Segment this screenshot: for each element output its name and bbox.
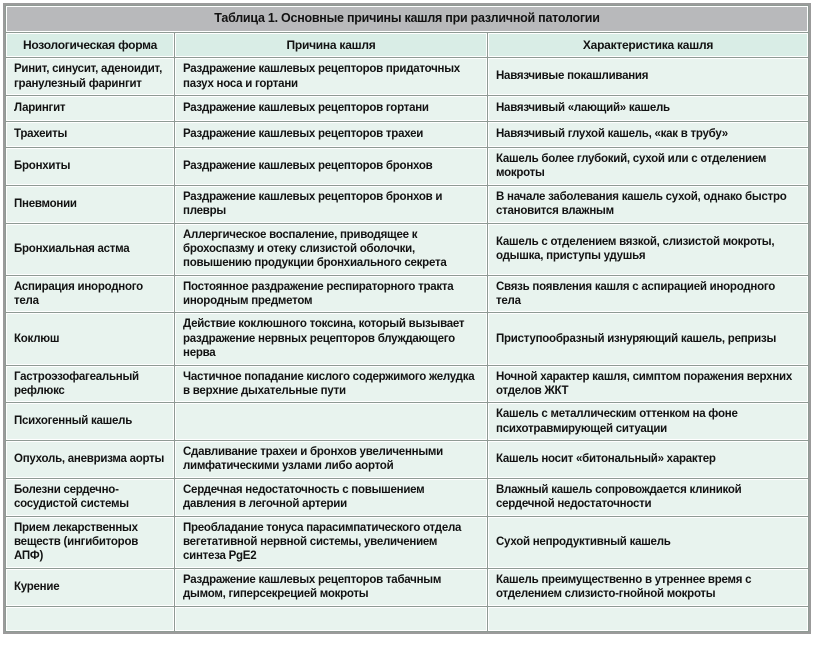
cell-nosological-form: Курение: [6, 568, 174, 606]
cell-cough-characteristic: Навязчивые покашливания: [488, 58, 808, 95]
cell-nosological-form: Пневмонии: [6, 185, 174, 223]
cell-cough-cause: Аллергическое воспаление, приводящее к б…: [175, 223, 487, 275]
cell-nosological-form: Гастроэзофагеальный рефлюкс: [6, 365, 174, 403]
cell-cough-cause: Частичное попадание кислого содержимого …: [175, 365, 487, 403]
cell-cough-characteristic: Ночной характер кашля, симптом поражения…: [488, 365, 808, 403]
cell-nosological-form: Опухоль, аневризма аорты: [6, 441, 174, 478]
cell-cough-characteristic: Кашель более глубокий, сухой или с отдел…: [488, 148, 808, 185]
cell-cough-cause: Раздражение кашлевых рецепторов бронхов …: [175, 185, 487, 223]
table-row: Гастроэзофагеальный рефлюкс Частичное поп…: [6, 365, 808, 403]
cell-cough-cause: Раздражение кашлевых рецепторов табачным…: [175, 568, 487, 606]
cell-cough-cause: Действие коклюшного токсина, который выз…: [175, 313, 487, 365]
cell-cough-characteristic: Кашель с отделением вязкой, слизистой мо…: [488, 223, 808, 275]
cell-nosological-form: Психогенный кашель: [6, 403, 174, 440]
header-row: Нозологическая форма Причина кашля Харак…: [6, 33, 808, 57]
cell-nosological-form: Ринит, синусит, аденоидит, гранулезный ф…: [6, 58, 174, 95]
cell-nosological-form: Трахеиты: [6, 122, 174, 147]
cell-cough-characteristic: Навязчивый глухой кашель, «как в трубу»: [488, 122, 808, 147]
cell-cough-characteristic: Приступообразный изнуряющий кашель, репр…: [488, 313, 808, 365]
cell-nosological-form: [6, 606, 174, 631]
table-row: Бронхиальная астма Аллергическое воспален…: [6, 223, 808, 275]
table-row: Пневмонии Раздражение кашлевых рецепторов…: [6, 185, 808, 223]
table-row: Болезни сердечно-сосудистой системы Серде…: [6, 478, 808, 516]
cell-cough-cause: Сдавливание трахеи и бронхов увеличенным…: [175, 441, 487, 478]
cell-cough-characteristic: Навязчивый «лающий» кашель: [488, 96, 808, 121]
cell-cough-characteristic: Связь появления кашля с аспирацией иноро…: [488, 275, 808, 313]
cough-causes-table: Таблица 1. Основные причины кашля при ра…: [3, 3, 811, 634]
cell-cough-cause: Раздражение кашлевых рецепторов бронхов: [175, 148, 487, 185]
cell-cough-cause: Преобладание тонуса парасимпатического о…: [175, 516, 487, 568]
cell-cough-characteristic: [488, 606, 808, 631]
table-title: Таблица 1. Основные причины кашля при ра…: [6, 6, 808, 32]
table-row-partial: [6, 606, 808, 631]
cell-nosological-form: Болезни сердечно-сосудистой системы: [6, 478, 174, 516]
cell-nosological-form: Бронхиальная астма: [6, 223, 174, 275]
table-row: Ринит, синусит, аденоидит, гранулезный ф…: [6, 58, 808, 95]
column-header-nosological-form: Нозологическая форма: [6, 33, 174, 57]
cell-cough-cause: Раздражение кашлевых рецепторов гортани: [175, 96, 487, 121]
cell-nosological-form: Ларингит: [6, 96, 174, 121]
table-row: Коклюш Действие коклюшного токсина, котор…: [6, 313, 808, 365]
cell-cough-characteristic: Кашель с металлическим оттенком на фоне …: [488, 403, 808, 440]
table-body: Ринит, синусит, аденоидит, гранулезный ф…: [6, 58, 808, 631]
cell-cough-cause: Раздражение кашлевых рецепторов трахеи: [175, 122, 487, 147]
cell-cough-cause: Сердечная недостаточность с повышением д…: [175, 478, 487, 516]
table-row: Бронхиты Раздражение кашлевых рецепторов …: [6, 148, 808, 185]
table-row: Психогенный кашель Кашель с металлическим…: [6, 403, 808, 440]
table-row: Трахеиты Раздражение кашлевых рецепторов …: [6, 122, 808, 147]
cell-cough-cause: [175, 403, 487, 440]
cell-nosological-form: Аспирация инородного тела: [6, 275, 174, 313]
cell-cough-cause: [175, 606, 487, 631]
cell-cough-characteristic: Кашель преимущественно в утреннее время …: [488, 568, 808, 606]
table-row: Курение Раздражение кашлевых рецепторов т…: [6, 568, 808, 606]
cell-nosological-form: Прием лекарственных веществ (ингибиторов…: [6, 516, 174, 568]
cell-cough-characteristic: Влажный кашель сопровождается клиникой с…: [488, 478, 808, 516]
cell-cough-characteristic: Кашель носит «битональный» характер: [488, 441, 808, 478]
cell-nosological-form: Коклюш: [6, 313, 174, 365]
cell-cough-cause: Постоянное раздражение респираторного тр…: [175, 275, 487, 313]
cell-cough-cause: Раздражение кашлевых рецепторов придаточ…: [175, 58, 487, 95]
table-row: Опухоль, аневризма аорты Сдавливание трах…: [6, 441, 808, 478]
cell-cough-characteristic: Сухой непродуктивный кашель: [488, 516, 808, 568]
cell-nosological-form: Бронхиты: [6, 148, 174, 185]
title-row: Таблица 1. Основные причины кашля при ра…: [6, 6, 808, 32]
column-header-cough-characteristic: Характеристика кашля: [488, 33, 808, 57]
table-row: Прием лекарственных веществ (ингибиторов…: [6, 516, 808, 568]
column-header-cough-cause: Причина кашля: [175, 33, 487, 57]
cell-cough-characteristic: В начале заболевания кашель сухой, однак…: [488, 185, 808, 223]
table-row: Аспирация инородного тела Постоянное разд…: [6, 275, 808, 313]
table-row: Ларингит Раздражение кашлевых рецепторов …: [6, 96, 808, 121]
